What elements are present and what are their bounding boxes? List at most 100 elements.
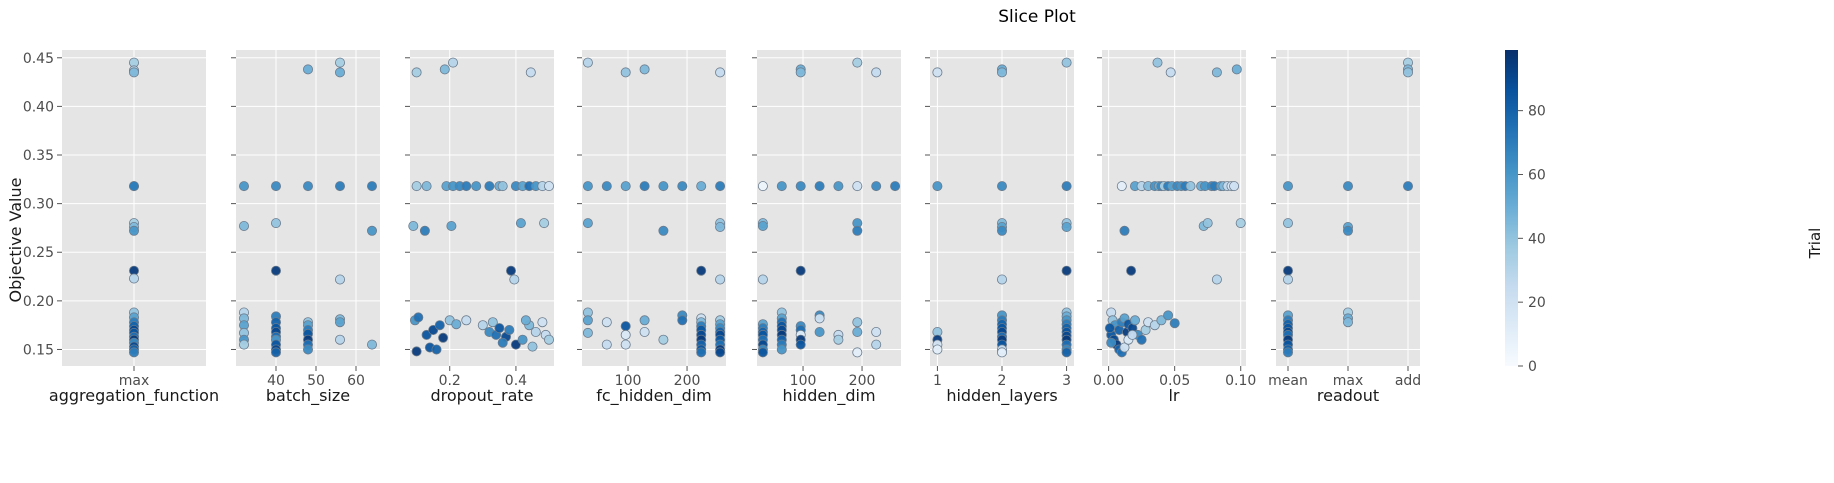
colorbar-tick-label: 80 [1528, 104, 1546, 120]
data-point [1283, 181, 1294, 192]
data-point [431, 344, 442, 355]
data-point [715, 221, 726, 232]
data-point [302, 64, 313, 75]
data-point [620, 339, 631, 350]
data-point [1116, 181, 1127, 192]
colorbar-label: Trial [1806, 228, 1824, 260]
data-point [1283, 274, 1294, 285]
data-point [525, 67, 536, 78]
data-point [334, 181, 345, 192]
data-point [497, 181, 508, 192]
x-tick-label: 0.2 [439, 373, 461, 389]
data-point [620, 67, 631, 78]
data-point [639, 181, 650, 192]
x-tick-label: 2 [998, 373, 1007, 389]
data-point [1061, 347, 1072, 358]
data-point [1106, 337, 1117, 348]
data-point [997, 347, 1008, 358]
data-point [814, 313, 825, 324]
data-point [601, 339, 612, 350]
data-point [270, 265, 281, 276]
panel-background [1102, 50, 1246, 366]
data-point [438, 332, 449, 343]
data-point [1283, 218, 1294, 229]
data-point [419, 225, 430, 236]
data-point [658, 225, 669, 236]
data-point [696, 265, 707, 276]
data-point [757, 347, 768, 358]
x-axis-label: lr [1168, 386, 1179, 405]
data-point [1403, 67, 1414, 78]
data-point [757, 181, 768, 192]
data-point [544, 334, 555, 345]
x-tick-label: 60 [347, 373, 365, 389]
data-point [715, 181, 726, 192]
data-point [484, 181, 495, 192]
data-point [601, 181, 612, 192]
data-point [852, 181, 863, 192]
colorbar-gradient [1505, 50, 1518, 366]
panel-background [410, 50, 554, 366]
data-point [639, 315, 650, 326]
data-point [366, 181, 377, 192]
x-tick-label: 200 [674, 373, 701, 389]
panel-background [582, 50, 726, 366]
data-point [871, 326, 882, 337]
y-tick-label: 0.15 [23, 342, 54, 358]
data-point [795, 181, 806, 192]
data-point [238, 339, 249, 350]
data-point [620, 329, 631, 340]
data-point [520, 315, 531, 326]
data-point [487, 317, 498, 328]
colorbar-tick-label: 40 [1528, 231, 1546, 247]
x-tick-label: 40 [267, 373, 285, 389]
data-point [238, 220, 249, 231]
data-point [128, 273, 139, 284]
data-point [302, 181, 313, 192]
data-point [871, 67, 882, 78]
data-point [582, 57, 593, 68]
data-point [1061, 221, 1072, 232]
data-point [658, 181, 669, 192]
data-point [128, 67, 139, 78]
data-point [582, 218, 593, 229]
data-point [510, 339, 521, 350]
data-point [639, 326, 650, 337]
x-tick-label: 0.05 [1159, 373, 1190, 389]
x-tick-label: max [1333, 373, 1364, 389]
data-point [270, 181, 281, 192]
data-point [1149, 320, 1160, 331]
x-tick-label: 50 [307, 373, 325, 389]
data-point [1126, 265, 1137, 276]
data-point [334, 274, 345, 285]
data-point [509, 274, 520, 285]
x-tick-label: add [1395, 373, 1421, 389]
data-point [677, 181, 688, 192]
x-axis-label: hidden_layers [946, 386, 1057, 406]
y-tick-label: 0.45 [23, 51, 54, 67]
data-point [997, 274, 1008, 285]
data-point [1343, 181, 1354, 192]
data-point [852, 225, 863, 236]
data-point [997, 67, 1008, 78]
data-point [1283, 347, 1294, 358]
colorbar-tick-label: 0 [1528, 359, 1537, 375]
data-point [471, 181, 482, 192]
data-point [434, 320, 445, 331]
data-point [1119, 225, 1130, 236]
data-point [852, 347, 863, 358]
x-tick-label: 100 [615, 373, 642, 389]
data-point [270, 347, 281, 358]
data-point [715, 67, 726, 78]
data-point [696, 347, 707, 358]
data-point [447, 57, 458, 68]
panels: 0.150.200.250.300.350.400.45maxaggregati… [23, 50, 1421, 406]
data-point [776, 344, 787, 355]
data-point [411, 67, 422, 78]
data-point [505, 265, 516, 276]
data-point [582, 181, 593, 192]
